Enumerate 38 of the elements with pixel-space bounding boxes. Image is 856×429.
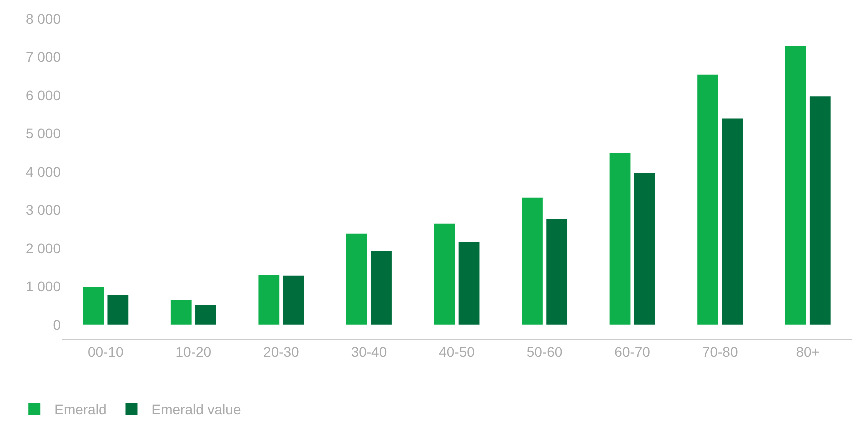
bar [458, 242, 480, 325]
x-tick-label: 30-40 [351, 344, 388, 360]
y-tick-label: 5 000 [26, 126, 62, 142]
y-tick-label: 0 [53, 316, 62, 333]
bar [108, 295, 129, 325]
bar [722, 118, 744, 325]
x-tick-label: 40-50 [439, 344, 476, 360]
legend-label: Emerald value [152, 401, 242, 418]
bar [196, 305, 216, 325]
bar [785, 46, 806, 325]
bar [610, 153, 631, 325]
y-tick-label: 3 000 [26, 202, 62, 218]
bar [810, 96, 831, 325]
legend-label: Emerald [54, 401, 107, 418]
y-tick-label: 2 000 [26, 240, 62, 256]
bar [634, 173, 656, 325]
bar [698, 74, 718, 325]
y-tick-label: 8 000 [26, 10, 62, 27]
bar [83, 287, 104, 325]
x-tick-label: 60-70 [614, 344, 651, 360]
y-tick-label: 6 000 [26, 87, 62, 104]
x-tick-label: 80+ [796, 344, 820, 360]
bar [371, 251, 392, 325]
x-tick-label: 00-10 [88, 344, 124, 360]
bar [522, 198, 543, 325]
x-tick-label: 20-30 [264, 344, 300, 360]
y-tick-label: 7 000 [26, 49, 62, 66]
y-tick-label: 4 000 [26, 164, 62, 180]
y-tick-label: 1 000 [26, 278, 62, 295]
x-tick-label: 10-20 [176, 344, 212, 360]
x-tick-label: 50-60 [526, 344, 563, 360]
bar [434, 224, 456, 325]
bar [546, 218, 568, 325]
bar [258, 275, 280, 325]
bar [346, 234, 368, 325]
x-tick-label: 70-80 [702, 344, 738, 360]
bar [283, 276, 304, 325]
bar [170, 300, 192, 325]
